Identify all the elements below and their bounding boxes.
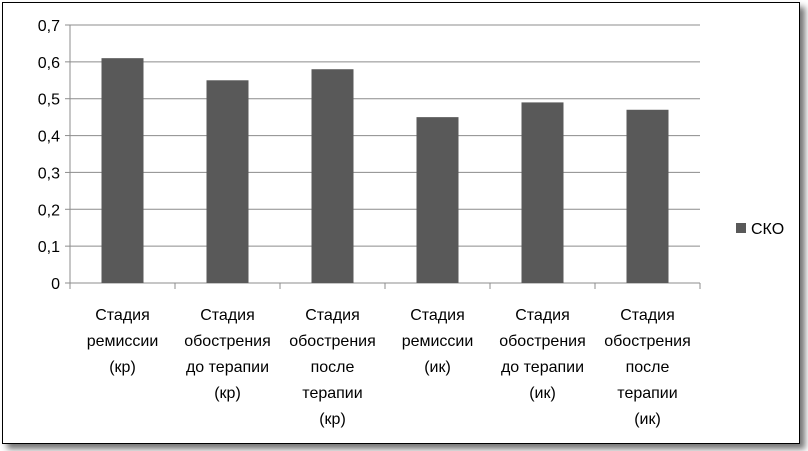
x-category-label-line: (ик): [634, 411, 661, 428]
legend-label: СКО: [751, 221, 784, 238]
x-category-label-line: терапии: [302, 385, 362, 402]
x-category-label-line: (кр): [109, 359, 136, 376]
bar: [206, 80, 249, 284]
x-category-label-line: обострения: [184, 333, 271, 350]
x-category-label-line: терапии: [617, 385, 677, 402]
x-category-label-line: обострения: [499, 333, 586, 350]
y-tick-label: 0,4: [38, 129, 60, 146]
x-category-label: Стадия обострения до терапии (кр): [184, 307, 271, 402]
bar: [311, 69, 354, 283]
y-tick-label: 0,7: [38, 18, 60, 35]
x-category-label-line: до терапии: [186, 359, 269, 376]
y-tick-label: 0,6: [38, 55, 60, 72]
chart-frame: 0 0,1 0,2 0,3 0,4 0,5 0,6 0,7 Стадия ремиссии (кр)…: [2, 2, 800, 444]
y-tick-label: 0,2: [38, 202, 60, 219]
y-tick-label: 0,3: [38, 165, 60, 182]
x-category-label: Стадия обострения до терапии (ик): [499, 307, 586, 402]
bar: [416, 117, 459, 284]
x-category-label-line: до терапии: [501, 359, 584, 376]
x-category-label: Стадия ремиссии (ик): [402, 307, 474, 376]
x-category-label-line: Стадия: [200, 307, 255, 324]
y-tick-label: 0: [51, 276, 60, 293]
x-category-label-line: после: [626, 359, 670, 376]
bar-chart: 0 0,1 0,2 0,3 0,4 0,5 0,6 0,7 Стадия ремиссии (кр)…: [38, 18, 784, 428]
bar: [101, 58, 144, 283]
y-tick-label: 0,1: [38, 239, 60, 256]
bar: [521, 102, 564, 284]
x-category-label-line: Стадия: [515, 307, 570, 324]
x-category-label-line: обострения: [604, 333, 691, 350]
x-category-label-line: Стадия: [95, 307, 150, 324]
x-category-label-line: (кр): [214, 385, 241, 402]
x-category-label: Стадия обострения после терапии (ик): [604, 307, 691, 428]
x-category-label-line: Стадия: [305, 307, 360, 324]
x-category-label-line: ремиссии: [402, 333, 474, 350]
x-category-label-line: (ик): [529, 385, 556, 402]
x-category-label: Стадия ремиссии (кр): [87, 307, 159, 376]
x-category-label-line: (ик): [424, 359, 451, 376]
bar: [626, 109, 669, 284]
legend-swatch: [736, 223, 746, 233]
x-category-label-line: после: [311, 359, 355, 376]
x-category-label: Стадия обострения после терапии (кр): [289, 307, 376, 428]
x-category-label-line: Стадия: [620, 307, 675, 324]
x-category-label-line: (кр): [319, 411, 346, 428]
y-tick-label: 0,5: [38, 92, 60, 109]
x-category-label-line: ремиссии: [87, 333, 159, 350]
x-category-label-line: обострения: [289, 333, 376, 350]
x-category-label-line: Стадия: [410, 307, 465, 324]
